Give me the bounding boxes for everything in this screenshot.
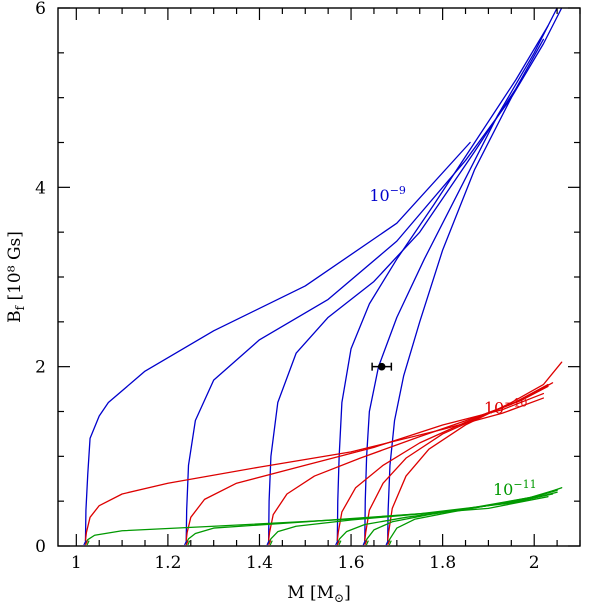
start-marker-10-10-m1.42 [268,540,272,546]
series-labels-layer: 10−9 10−10 10−11 [369,184,536,499]
start-marker-10-9-m1.02 [83,540,87,546]
start-marker-10-11-m1.57 [338,540,342,546]
start-marker-10-11-m1.63 [365,540,369,546]
y-tick-label-4: 4 [35,178,46,198]
curve-10-9-m1.63 [364,8,558,542]
series-label-10-11: 10−11 [493,478,537,499]
start-marker-10-10-m1.63 [364,540,368,546]
start-marker-10-11-m1.02 [86,540,90,546]
start-marker-10-11-m1.42 [269,540,273,546]
x-tick-label-1.6: 1.6 [338,553,365,573]
series-label-10-10: 10−10 [484,396,528,417]
tick-labels-layer: 1 1.2 1.4 1.6 1.8 2 0 2 4 6 [35,0,539,573]
start-marker-10-9-m1.57 [335,540,339,546]
start-marker-10-11-m1.68 [388,540,392,546]
series-label-10-9: 10−9 [369,184,406,205]
y-tick-label-2: 2 [35,358,46,378]
start-marker-10-9-m1.63 [362,540,366,546]
curve-10-11-m1.68 [387,487,563,544]
data-point-group [371,362,393,371]
y-tick-label-6: 6 [35,0,46,19]
x-tick-label-2: 2 [529,553,540,573]
x-tick-label-1: 1 [71,553,82,573]
x-tick-label-1.4: 1.4 [246,553,273,573]
start-marker-10-9-m1.24 [184,540,188,546]
curve-10-11-m1.42 [267,491,558,544]
start-marker-10-10-m1.68 [387,540,391,546]
start-markers-layer [83,540,392,546]
curve-10-9-m1.57 [336,25,549,542]
start-marker-10-10-m1.57 [336,540,340,546]
y-axis-label: Bf [10⁸ Gs] [5,231,27,323]
x-tick-label-1.8: 1.8 [429,553,456,573]
curve-10-11-m1.02 [84,496,549,544]
y-tick-label-0: 0 [35,537,46,557]
start-marker-10-11-m1.24 [187,540,191,546]
curve-10-9-m1.68 [387,8,563,542]
plot-frame [57,7,581,547]
curve-10-9-m1.02 [84,141,471,542]
curve-10-9-m1.24 [185,97,512,542]
start-marker-10-10-m1.02 [84,540,89,546]
curve-10-10-m1.63 [364,382,554,542]
x-axis-label: M [M⊙] [287,583,351,605]
start-marker-10-10-m1.24 [185,540,189,546]
data-point [377,362,386,371]
x-tick-label-1.2: 1.2 [154,553,181,573]
curve-10-10-m1.24 [185,392,545,542]
start-marker-10-9-m1.68 [385,540,389,546]
curve-10-9-m1.42 [267,38,545,542]
curves-layer [84,8,563,544]
curve-10-10-m1.68 [387,361,563,542]
start-marker-10-9-m1.42 [266,540,270,546]
